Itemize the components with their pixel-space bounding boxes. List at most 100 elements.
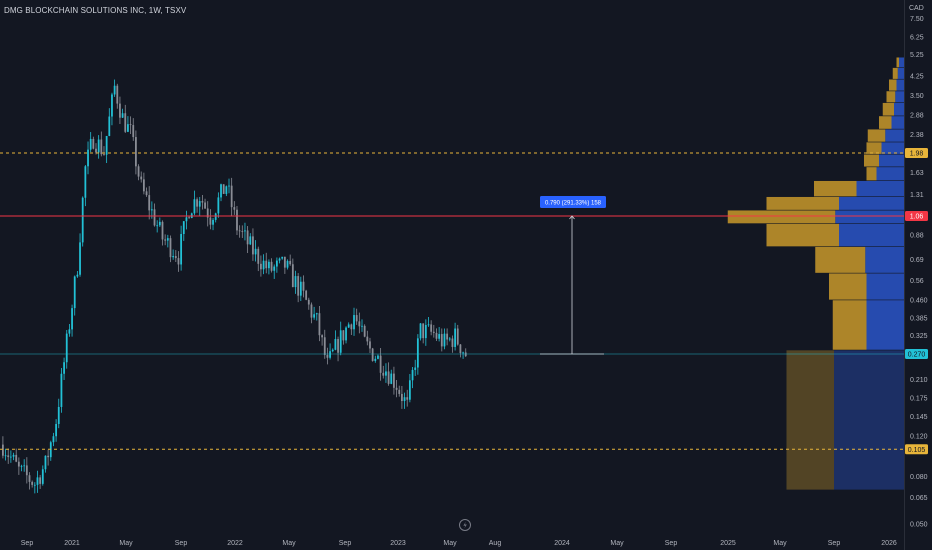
candle-body — [55, 423, 57, 437]
candle-body — [161, 221, 164, 240]
volume-profile-down-bar — [889, 79, 897, 91]
candle-body — [71, 308, 73, 330]
candle-body — [95, 148, 97, 153]
candle-body — [414, 367, 417, 370]
volume-profile-down-bar — [786, 350, 834, 490]
candle-body — [313, 314, 316, 318]
candle-body — [289, 260, 292, 265]
candle-body — [135, 137, 137, 167]
volume-profile-up-bar — [865, 246, 904, 273]
candle-body — [182, 221, 185, 234]
candle-body — [283, 256, 286, 268]
volume-profile-down-bar — [832, 300, 867, 350]
volume-profile-up-bar — [876, 167, 904, 181]
candle-body — [456, 328, 459, 345]
candle-body — [286, 260, 289, 268]
candle-body — [260, 263, 262, 270]
volume-profile-up-bar — [896, 79, 904, 91]
candle-body — [79, 242, 81, 275]
time-tick-label: May — [443, 540, 457, 547]
candle-body — [363, 325, 366, 337]
price-tag-label: 0.105 — [908, 447, 926, 454]
candle-body — [416, 338, 419, 368]
time-tick-label: May — [773, 540, 787, 547]
candle-body — [28, 475, 31, 482]
candle-body — [230, 185, 233, 208]
measure-tool[interactable]: 0.790 (291.33%) 158 — [540, 196, 606, 355]
volume-profile-up-bar — [839, 196, 904, 210]
candle-body — [206, 208, 209, 218]
candle-body — [342, 330, 345, 341]
horizontal-levels[interactable]: 1.98 1.06 0.270 0.105 — [0, 147, 928, 455]
candle-body — [401, 393, 403, 402]
volume-profile-down-bar — [864, 154, 879, 167]
candle-body — [41, 469, 44, 484]
volume-profile-up-bar — [879, 154, 904, 167]
candle-body — [198, 201, 201, 207]
candle-body — [252, 236, 254, 255]
candle-body — [124, 113, 127, 132]
candle-body — [108, 116, 111, 136]
candle-body — [4, 455, 7, 457]
time-tick-label: Sep — [339, 540, 352, 547]
candle-body — [302, 281, 305, 291]
time-tick-label: Aug — [489, 540, 502, 547]
tradingview-logo-icon[interactable] — [459, 519, 471, 531]
candle-body — [116, 85, 119, 104]
candle-body — [174, 256, 177, 259]
candle-body — [233, 207, 236, 210]
price-tick-label: 0.145 — [910, 414, 928, 421]
volume-profile-down-bar — [867, 129, 886, 142]
candle-body — [81, 197, 84, 243]
price-tick-label: 1.31 — [910, 192, 924, 199]
candle-body — [76, 274, 79, 277]
candle-body — [451, 338, 454, 347]
candle-body — [65, 333, 68, 363]
measure-label: 0.790 (291.33%) 158 — [545, 200, 602, 206]
price-tick-label: 6.25 — [910, 34, 924, 41]
candle-body — [127, 124, 129, 132]
price-tag-label: 0.270 — [908, 352, 926, 359]
candle-body — [105, 135, 108, 155]
candle-body — [443, 333, 446, 347]
candle-body — [204, 202, 206, 209]
candle-body — [57, 406, 60, 424]
price-tag-label: 1.98 — [910, 150, 924, 157]
volume-profile-up-bar — [897, 67, 904, 79]
price-axis[interactable]: 7.50 6.25 5.25 4.25 3.50 2.88 2.38 1.63 1.31 0.88… — [910, 16, 928, 529]
candle-body — [347, 324, 350, 328]
candle-body — [169, 238, 172, 258]
candle-body — [393, 373, 395, 388]
volume-profile-down-bar — [886, 91, 896, 103]
price-tick-label: 0.120 — [910, 433, 928, 440]
price-tick-label: 0.325 — [910, 333, 928, 340]
candle-body — [323, 337, 326, 355]
candle-body — [113, 85, 116, 95]
candle-body — [238, 230, 241, 232]
time-axis[interactable]: Sep 2021 May Sep 2022 May Sep 2023 May Aug 2024 May… — [21, 540, 897, 547]
time-tick-label: 2021 — [64, 540, 80, 547]
price-tag — [905, 147, 928, 158]
candle-body — [137, 166, 140, 177]
volume-profile-down-bar — [766, 196, 839, 210]
time-tick-label: 2024 — [554, 540, 570, 547]
measure-label-box — [540, 196, 606, 208]
volume-profile-down-bar — [766, 223, 839, 247]
candle-body — [385, 371, 387, 376]
price-tick-label: 0.210 — [910, 377, 928, 384]
candle-body — [411, 369, 414, 381]
candle-body — [145, 191, 148, 196]
candle-body — [448, 338, 451, 340]
candle-body — [214, 213, 217, 220]
volume-profile-up-bar — [839, 223, 904, 247]
candle-body — [270, 261, 273, 271]
time-tick-label: 2023 — [390, 540, 406, 547]
candle-body — [246, 230, 249, 245]
candle-body — [281, 256, 284, 259]
candle-body — [68, 329, 71, 334]
candle-body — [408, 380, 411, 400]
candle-body — [222, 184, 225, 194]
candle-body — [446, 333, 449, 340]
price-tick-label: 0.065 — [910, 495, 928, 502]
